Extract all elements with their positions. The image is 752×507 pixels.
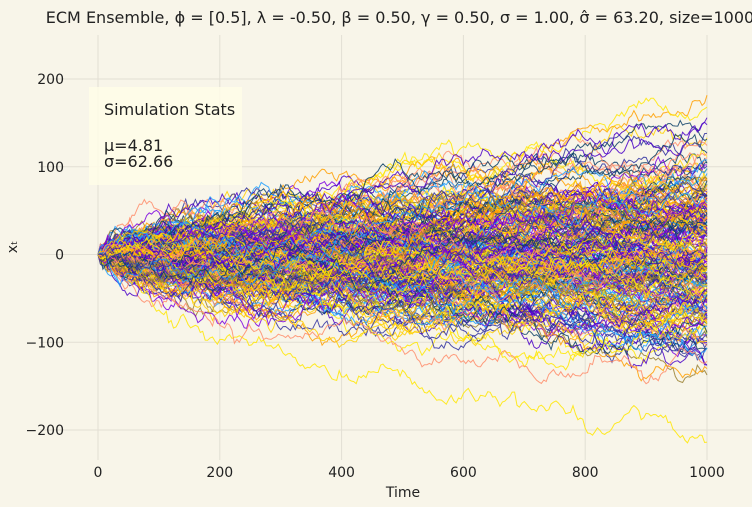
simulation-path <box>97 133 708 264</box>
simulation-path <box>97 192 708 255</box>
simulation-path <box>97 254 708 347</box>
simulation-path <box>97 212 708 286</box>
stats-std: σ=62.66 <box>104 152 173 171</box>
simulation-path <box>97 190 708 272</box>
y-axis-ticks: −200 −100 0 100 200 <box>26 72 64 439</box>
simulation-path <box>97 253 708 345</box>
simulation-path <box>97 253 708 385</box>
simulation-path <box>97 254 708 444</box>
x-axis-label: Time <box>385 485 420 501</box>
simulation-paths <box>97 95 708 444</box>
simulation-path <box>97 171 708 308</box>
y-tick-label: −100 <box>26 335 64 351</box>
y-axis-label: xₜ <box>5 241 21 253</box>
simulation-path <box>97 236 708 291</box>
x-tick-label: 0 <box>94 465 103 481</box>
x-tick-label: 600 <box>450 465 477 481</box>
stats-box-title: Simulation Stats <box>104 100 235 119</box>
simulation-path <box>97 174 708 262</box>
x-tick-label: 800 <box>572 465 599 481</box>
stats-mean: μ=4.81 <box>104 136 163 155</box>
simulation-path <box>98 238 708 302</box>
y-tick-label: 200 <box>37 72 64 88</box>
simulation-path <box>97 227 708 299</box>
simulation-path <box>97 180 708 266</box>
chart-title: ECM Ensemble, ϕ = [0.5], λ = -0.50, β = … <box>46 8 752 27</box>
x-tick-label: 200 <box>206 465 233 481</box>
simulation-path <box>97 188 708 288</box>
simulation-path <box>97 159 708 278</box>
simulation-path <box>97 185 708 255</box>
simulation-path <box>97 234 708 354</box>
y-tick-label: −200 <box>26 423 64 439</box>
simulation-path <box>97 243 708 304</box>
stats-box-background <box>89 87 242 185</box>
simulation-path <box>97 95 708 255</box>
simulation-path <box>97 210 708 312</box>
simulation-path <box>97 211 708 292</box>
x-tick-label: 1000 <box>689 465 725 481</box>
y-tick-label: 100 <box>37 160 64 176</box>
simulation-path <box>97 230 708 286</box>
simulation-path <box>97 190 708 279</box>
stats-box: Simulation Stats μ=4.81 σ=62.66 <box>89 87 242 185</box>
y-tick-label: 0 <box>55 248 64 264</box>
simulation-path <box>97 217 708 287</box>
simulation-path <box>97 218 708 284</box>
x-axis-ticks: 0 200 400 600 800 1000 <box>94 465 725 481</box>
x-tick-label: 400 <box>328 465 355 481</box>
simulation-path <box>97 252 708 300</box>
